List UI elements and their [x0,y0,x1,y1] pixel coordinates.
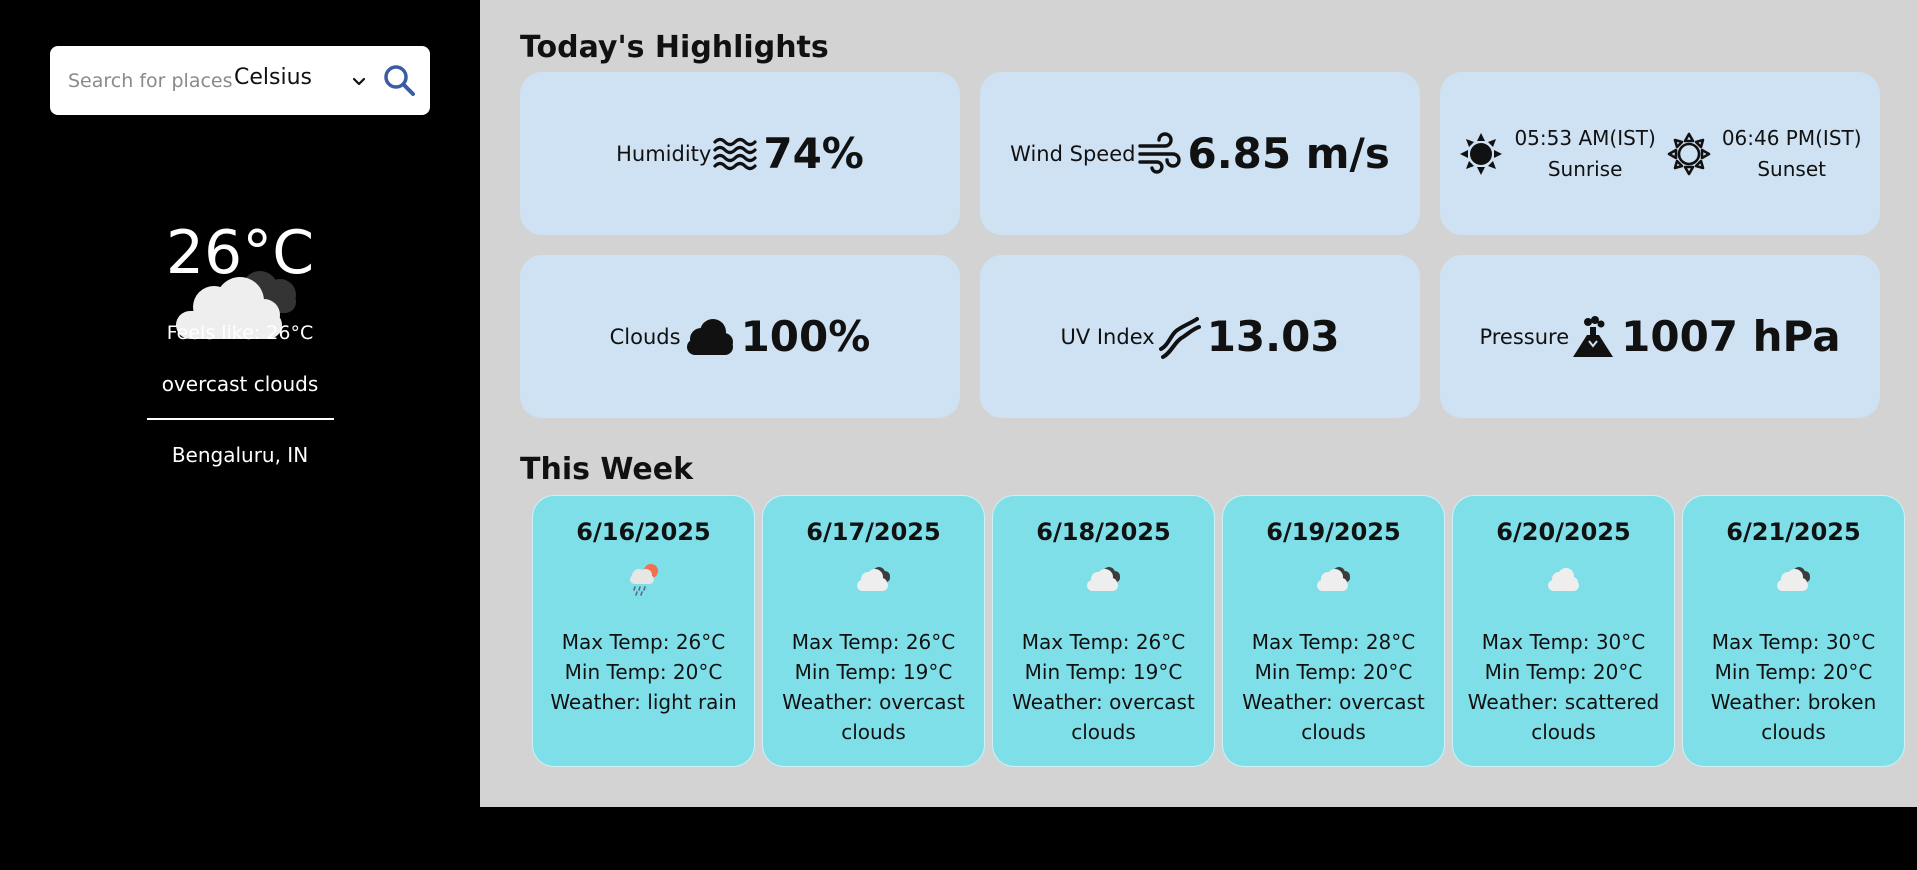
humidity-value: 74% [763,129,864,178]
day-max-temp: Max Temp: 26°C [561,630,726,654]
day-info: Max Temp: 30°C Min Temp: 20°C Weather: bro… [1689,627,1898,747]
day-weather: Weather: overcast clouds [782,690,965,744]
week-title: This Week [520,452,694,487]
uv-index-card: UV Index 13.03 [980,255,1420,418]
highlights-title: Today's Highlights [520,30,829,65]
chevron-down-icon [352,77,366,86]
location: Bengaluru, IN [171,443,309,467]
wind-speed-label: Wind Speed [1010,141,1136,166]
broken-clouds-icon [1087,567,1120,591]
day-max-temp: Max Temp: 30°C [1711,630,1876,654]
sunrise-label: Sunrise [1547,156,1623,181]
day-max-temp: Max Temp: 26°C [1021,630,1186,654]
day-date: 6/20/2025 [1496,518,1631,546]
broken-clouds-icon [1777,567,1810,591]
wind-speed-card: Wind Speed 6.85 m/s [980,72,1420,235]
weather-description: overcast clouds [161,372,319,396]
day-info: Max Temp: 26°C Min Temp: 20°C Weather: lig… [539,627,748,717]
day-info: Max Temp: 30°C Min Temp: 20°C Weather: sca… [1459,627,1668,747]
wind-speed-value: 6.85 m/s [1187,129,1390,178]
humidity-waves-icon [713,137,757,170]
divider [147,418,334,420]
broken-clouds-icon [1317,567,1350,591]
day-card: 6/17/2025 Max Temp: 26°C Min Temp: 19°C Wea… [762,495,985,767]
uv-index-value: 13.03 [1206,312,1340,361]
day-min-temp: Min Temp: 20°C [564,660,723,684]
sunset-icon [1667,132,1711,175]
feels-like: Feels like: 26°C [166,322,314,344]
day-date: 6/16/2025 [576,518,711,546]
sidebar: Celsius 26°C Feels like: 26°C overcast c… [0,0,480,870]
day-weather: Weather: overcast clouds [1242,690,1425,744]
pressure-card: Pressure 1007 hPa [1440,255,1880,418]
day-min-temp: Min Temp: 20°C [1484,660,1643,684]
main-panel: Today's Highlights Humidity 74% Wind Spe… [480,0,1917,807]
day-min-temp: Min Temp: 20°C [1714,660,1873,684]
day-weather: Weather: overcast clouds [1012,690,1195,744]
sunrise-icon [1460,132,1503,175]
wind-icon [1138,131,1182,174]
sunset-time: 06:46 PM(IST) [1721,125,1862,150]
pressure-value: 1007 hPa [1621,312,1841,361]
search-bar: Celsius [50,46,430,115]
day-card: 6/21/2025 Max Temp: 30°C Min Temp: 20°C Wea… [1682,495,1905,767]
scattered-clouds-icon [1548,568,1579,591]
day-info: Max Temp: 26°C Min Temp: 19°C Weather: ove… [769,627,978,747]
day-min-temp: Min Temp: 19°C [794,660,953,684]
day-max-temp: Max Temp: 28°C [1251,630,1416,654]
search-input[interactable] [68,66,236,96]
day-card: 6/19/2025 Max Temp: 28°C Min Temp: 20°C Wea… [1222,495,1445,767]
sunrise-time: 05:53 AM(IST) [1514,125,1656,150]
broken-clouds-icon [857,567,890,591]
day-date: 6/18/2025 [1036,518,1171,546]
day-date: 6/21/2025 [1726,518,1861,546]
cloud-icon [686,318,733,355]
light-rain-icon [630,564,658,596]
unit-select[interactable]: Celsius [234,62,372,100]
uv-icon [1158,316,1201,359]
overcast-clouds-icon [176,271,296,339]
day-info: Max Temp: 26°C Min Temp: 19°C Weather: ove… [999,627,1208,747]
humidity-label: Humidity [616,141,712,166]
unit-select-value: Celsius [234,65,312,90]
sunrise-info: 05:53 AM(IST) Sunrise [1514,123,1655,185]
day-min-temp: Min Temp: 20°C [1254,660,1413,684]
day-max-temp: Max Temp: 30°C [1481,630,1646,654]
search-icon[interactable] [382,63,416,97]
day-card: 6/18/2025 Max Temp: 26°C Min Temp: 19°C Wea… [992,495,1215,767]
day-weather: Weather: light rain [550,690,737,714]
sunset-label: Sunset [1757,156,1826,181]
sun-card: 05:53 AM(IST) Sunrise 06:46 PM(IST) Suns… [1440,72,1880,235]
day-weather: Weather: scattered clouds [1467,690,1660,744]
humidity-card: Humidity 74% [520,72,960,235]
day-card: 6/20/2025 Max Temp: 30°C Min Temp: 20°C Wea… [1452,495,1675,767]
day-card: 6/16/2025 Max Temp: 26°C Min Temp: 20°C Wea… [532,495,755,767]
current-temperature: 26°C [165,218,315,288]
clouds-label: Clouds [609,324,681,349]
day-weather: Weather: broken clouds [1710,690,1877,744]
day-date: 6/19/2025 [1266,518,1401,546]
pressure-label: Pressure [1479,324,1570,349]
clouds-value: 100% [740,312,871,361]
clouds-card: Clouds 100% [520,255,960,418]
sunset-info: 06:46 PM(IST) Sunset [1722,123,1862,185]
day-info: Max Temp: 28°C Min Temp: 20°C Weather: ove… [1229,627,1438,747]
day-min-temp: Min Temp: 19°C [1024,660,1183,684]
day-max-temp: Max Temp: 26°C [791,630,956,654]
pressure-volcano-icon [1573,315,1614,357]
uv-index-label: UV Index [1060,324,1155,349]
day-date: 6/17/2025 [806,518,941,546]
